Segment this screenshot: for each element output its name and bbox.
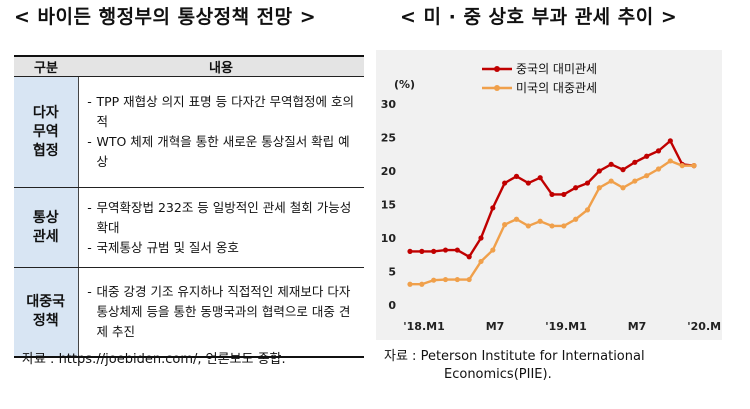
y-tick-label: 0 bbox=[388, 299, 396, 312]
data-point bbox=[513, 216, 520, 222]
chart-source: 자료 : Peterson Institute for Internationa… bbox=[384, 348, 645, 384]
data-point bbox=[525, 180, 531, 186]
data-point bbox=[466, 276, 472, 283]
row-content: - 대중 강경 기조 유지하나 직접적인 제재보다 다자통상체제 등을 통한 동맹… bbox=[78, 267, 364, 358]
data-point bbox=[667, 138, 673, 144]
data-point bbox=[573, 216, 579, 222]
data-point bbox=[454, 247, 460, 253]
data-point bbox=[431, 248, 437, 254]
legend-marker bbox=[494, 85, 500, 91]
data-point bbox=[561, 191, 567, 198]
table-row: 대중국 정책 - 대중 강경 기조 유지하나 직접적인 제재보다 다자통상체제 등… bbox=[14, 267, 364, 358]
data-point bbox=[478, 235, 484, 241]
data-point bbox=[478, 258, 484, 265]
category-line: 대중국 bbox=[26, 294, 66, 310]
data-point bbox=[513, 173, 520, 179]
data-point bbox=[679, 163, 685, 169]
series-line bbox=[410, 138, 695, 259]
data-point bbox=[537, 175, 543, 181]
bullet-text: TPP 재협상 의지 표명 등 다자간 무역협정에 호의적 bbox=[96, 94, 355, 129]
chart-area: (%) 0 5 10 15 20 25 30 '18.M1 M7 '19.M1 M7 '20.M1 중국의… bbox=[376, 50, 722, 340]
data-point bbox=[549, 223, 555, 229]
data-point bbox=[419, 281, 425, 287]
data-point bbox=[490, 247, 496, 253]
policy-table: 구분 내용 다자 무역 협정 - TPP 재협상 의지 표명 등 다자간 무역협정… bbox=[14, 55, 364, 358]
table-source: 자료 : https://joebiden.com/, 언론보도 종합. bbox=[22, 352, 286, 367]
y-tick-label: 10 bbox=[381, 232, 397, 245]
line-chart: (%) 0 5 10 15 20 25 30 '18.M1 M7 '19.M1 M7 '20.M1 중국의… bbox=[381, 62, 722, 333]
y-tick-label: 20 bbox=[381, 165, 397, 178]
data-point bbox=[691, 163, 697, 169]
x-tick-label: '18.M1 bbox=[403, 320, 444, 333]
data-point bbox=[620, 185, 626, 191]
data-point bbox=[608, 178, 614, 184]
row-category: 통상 관세 bbox=[14, 187, 79, 268]
data-point bbox=[632, 159, 638, 165]
x-tick-label: '20.M1 bbox=[687, 320, 722, 333]
row-category: 대중국 정책 bbox=[14, 267, 79, 358]
data-point bbox=[632, 178, 638, 184]
category-line: 다자 bbox=[32, 104, 59, 121]
header-category: 구분 bbox=[14, 55, 78, 77]
data-point bbox=[573, 185, 579, 191]
data-point bbox=[466, 254, 472, 260]
table-title: < 바이든 행정부의 통상정책 전망 > bbox=[14, 6, 317, 28]
legend-label: 중국의 대미관세 bbox=[516, 62, 597, 76]
category-line: 협정 bbox=[32, 142, 59, 159]
data-point bbox=[502, 222, 508, 228]
y-unit-label: (%) bbox=[394, 78, 415, 91]
category-line: 관세 bbox=[32, 228, 59, 245]
x-tick-label: M7 bbox=[486, 320, 505, 333]
row-content: - 무역확장법 232조 등 일방적인 관세 철회 가능성 확대 - 국제통상 규범… bbox=[78, 187, 364, 268]
data-point bbox=[549, 191, 555, 198]
y-tick-label: 5 bbox=[388, 266, 396, 279]
data-point bbox=[596, 185, 602, 191]
legend-marker bbox=[494, 66, 500, 72]
data-point bbox=[561, 223, 567, 229]
chart-title: < 미 · 중 상호 부과 관세 추이 > bbox=[400, 6, 678, 28]
series-line bbox=[410, 159, 694, 286]
data-point bbox=[431, 277, 437, 283]
row-category: 다자 무역 협정 bbox=[14, 76, 79, 188]
data-point bbox=[620, 167, 626, 173]
bullet-text: 대중 강경 기조 유지하나 직접적인 제재보다 다자통상체제 등을 통한 동맹국… bbox=[96, 284, 351, 339]
bullet-text: WTO 체제 개혁을 통한 새로운 통상질서 확립 예상 bbox=[96, 134, 350, 169]
data-point bbox=[667, 158, 673, 164]
table-row: 다자 무역 협정 - TPP 재협상 의지 표명 등 다자간 무역협정에 호의적 … bbox=[14, 76, 364, 188]
bullet-text: 무역확장법 232조 등 일방적인 관세 철회 가능성 확대 bbox=[96, 199, 352, 235]
data-point bbox=[419, 248, 425, 254]
category-line: 정책 bbox=[32, 313, 59, 329]
data-point bbox=[502, 180, 508, 186]
category-line: 통상 bbox=[32, 209, 59, 226]
header-content: 내용 bbox=[78, 55, 364, 77]
data-point bbox=[454, 276, 460, 283]
data-point bbox=[442, 276, 449, 283]
data-point bbox=[537, 218, 543, 224]
x-tick-label: '19.M1 bbox=[545, 320, 586, 333]
data-point bbox=[655, 148, 662, 154]
category-line: 무역 bbox=[32, 123, 59, 140]
legend-label: 미국의 대중관세 bbox=[516, 81, 597, 95]
y-tick-label: 25 bbox=[381, 132, 396, 145]
data-point bbox=[584, 207, 591, 213]
data-point bbox=[644, 173, 650, 179]
bullet-text: 국제통상 규범 및 질서 옹호 bbox=[96, 239, 239, 255]
row-content: - TPP 재협상 의지 표명 등 다자간 무역협정에 호의적 - WTO 체제 개… bbox=[78, 76, 364, 188]
data-point bbox=[442, 247, 449, 253]
data-point bbox=[644, 153, 650, 159]
data-point bbox=[608, 161, 614, 167]
data-point bbox=[525, 223, 531, 229]
chart-source-line: 자료 : Peterson Institute for Internationa… bbox=[384, 349, 645, 364]
data-point bbox=[655, 166, 662, 172]
data-point bbox=[407, 248, 413, 254]
table-row: 통상 관세 - 무역확장법 232조 등 일방적인 관세 철회 가능성 확대 -국… bbox=[14, 187, 364, 268]
data-point bbox=[584, 180, 591, 186]
chart-source-line: Economics(PIIE). bbox=[444, 367, 552, 382]
y-tick-label: 15 bbox=[381, 199, 396, 212]
x-tick-label: M7 bbox=[628, 320, 647, 333]
data-point bbox=[407, 281, 413, 287]
data-point bbox=[596, 168, 602, 174]
y-tick-label: 30 bbox=[381, 98, 397, 111]
data-point bbox=[490, 205, 496, 211]
